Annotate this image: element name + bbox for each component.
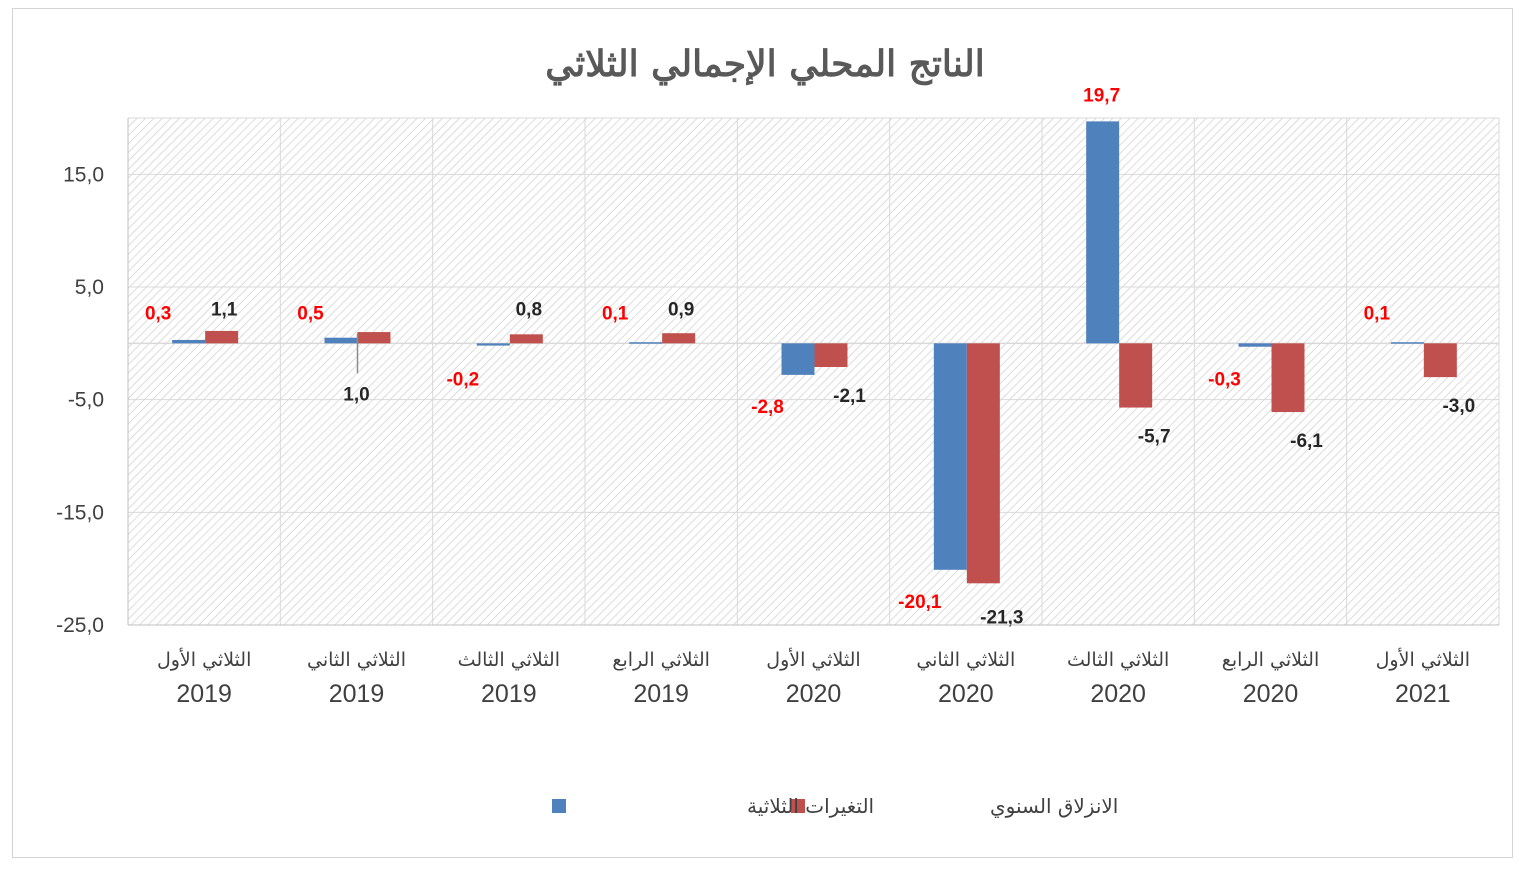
bar-annual (205, 330, 239, 344)
x-category-label: الثلاثي الرابع (1222, 649, 1320, 671)
x-category-label: الثلاثي الأول (1376, 648, 1470, 671)
bar-quarterly (1238, 343, 1272, 347)
bar-quarterly (1390, 342, 1424, 344)
bar-annual (966, 343, 1000, 584)
data-label-annual: -5,7 (1138, 427, 1171, 448)
bars-layer (172, 121, 1457, 584)
labels-layer: 0,3 1,1 0,5 1,0 -0,2 0,8 0,1 0,9 -2,8 -2,1 -20,1 -2… (145, 85, 1475, 628)
data-label-quarterly: 19,7 (1083, 85, 1120, 106)
bar-quarterly (933, 343, 967, 570)
data-label-annual: 0,8 (516, 299, 542, 320)
legend-swatch-quarterly (552, 799, 566, 813)
data-label-quarterly: 0,1 (1364, 303, 1391, 324)
x-category-label: الثلاثي الثاني (916, 649, 1015, 671)
bar-quarterly (324, 337, 358, 344)
x-category-label: الثلاثي الثالث (458, 649, 560, 671)
y-tick-label: -5,0 (68, 389, 104, 412)
data-label-quarterly: -0,3 (1208, 369, 1241, 390)
bar-annual (357, 332, 391, 344)
bar-quarterly (781, 343, 815, 375)
data-label-annual: -6,1 (1290, 431, 1323, 452)
bar-annual (1119, 343, 1153, 408)
x-year-label: 2020 (1243, 680, 1299, 708)
legend-label-annual: الانزلاق السنوي (990, 794, 1118, 819)
bar-annual (509, 334, 543, 344)
x-year-label: 2019 (176, 680, 232, 708)
data-label-annual: -2,1 (833, 386, 866, 407)
x-category-label: الثلاثي الثالث (1067, 649, 1169, 671)
bar-quarterly (1086, 121, 1120, 344)
data-label-annual: 1,0 (343, 384, 369, 405)
data-label-annual: -21,3 (980, 607, 1023, 628)
x-year-label: 2020 (786, 680, 842, 708)
bar-quarterly (172, 339, 206, 344)
data-label-annual: -3,0 (1442, 396, 1475, 417)
x-year-label: 2019 (481, 680, 537, 708)
data-label-quarterly: 0,3 (145, 303, 171, 324)
x-category-label: الثلاثي الرابع (612, 649, 710, 671)
data-label-quarterly: -20,1 (898, 592, 942, 613)
bar-annual (1423, 343, 1457, 378)
x-category-label: الثلاثي الأول (766, 648, 860, 671)
axis-layer: 15,0 5,0 -5,0 -15,0 -25,0 الثلاثي الأول 2019 ال… (56, 118, 1499, 708)
x-category-label: الثلاثي الثاني (307, 649, 406, 671)
data-label-quarterly: -2,8 (751, 397, 784, 418)
bar-quarterly (629, 342, 663, 344)
legend-label-quarterly: التغيرات الثلاثية (747, 794, 874, 818)
y-tick-label: -15,0 (56, 501, 104, 524)
bar-annual (662, 333, 696, 344)
y-tick-label: 5,0 (75, 276, 104, 299)
legend-swatch-annual (791, 799, 805, 813)
legend: الانزلاق السنوي التغيرات الثلاثية (552, 794, 1118, 819)
bar-annual (1271, 343, 1305, 413)
x-category-label: الثلاثي الأول (157, 648, 251, 671)
data-label-quarterly: 0,1 (602, 303, 629, 324)
x-year-label: 2020 (938, 680, 994, 708)
data-label-quarterly: -0,2 (446, 369, 479, 390)
bar-quarterly (476, 343, 510, 346)
chart-title: الناتج المحلي الإجمالي الثلاثي (545, 43, 985, 86)
data-label-annual: 1,1 (211, 299, 238, 320)
x-year-label: 2020 (1090, 680, 1146, 708)
data-label-annual: 0,9 (668, 299, 694, 320)
x-year-label: 2019 (633, 680, 689, 708)
x-year-label: 2019 (329, 680, 385, 708)
bar-annual (814, 343, 848, 367)
y-tick-label: -25,0 (56, 614, 104, 637)
data-label-quarterly: 0,5 (297, 303, 324, 324)
x-year-label: 2021 (1395, 680, 1451, 708)
y-tick-label: 15,0 (63, 163, 104, 186)
